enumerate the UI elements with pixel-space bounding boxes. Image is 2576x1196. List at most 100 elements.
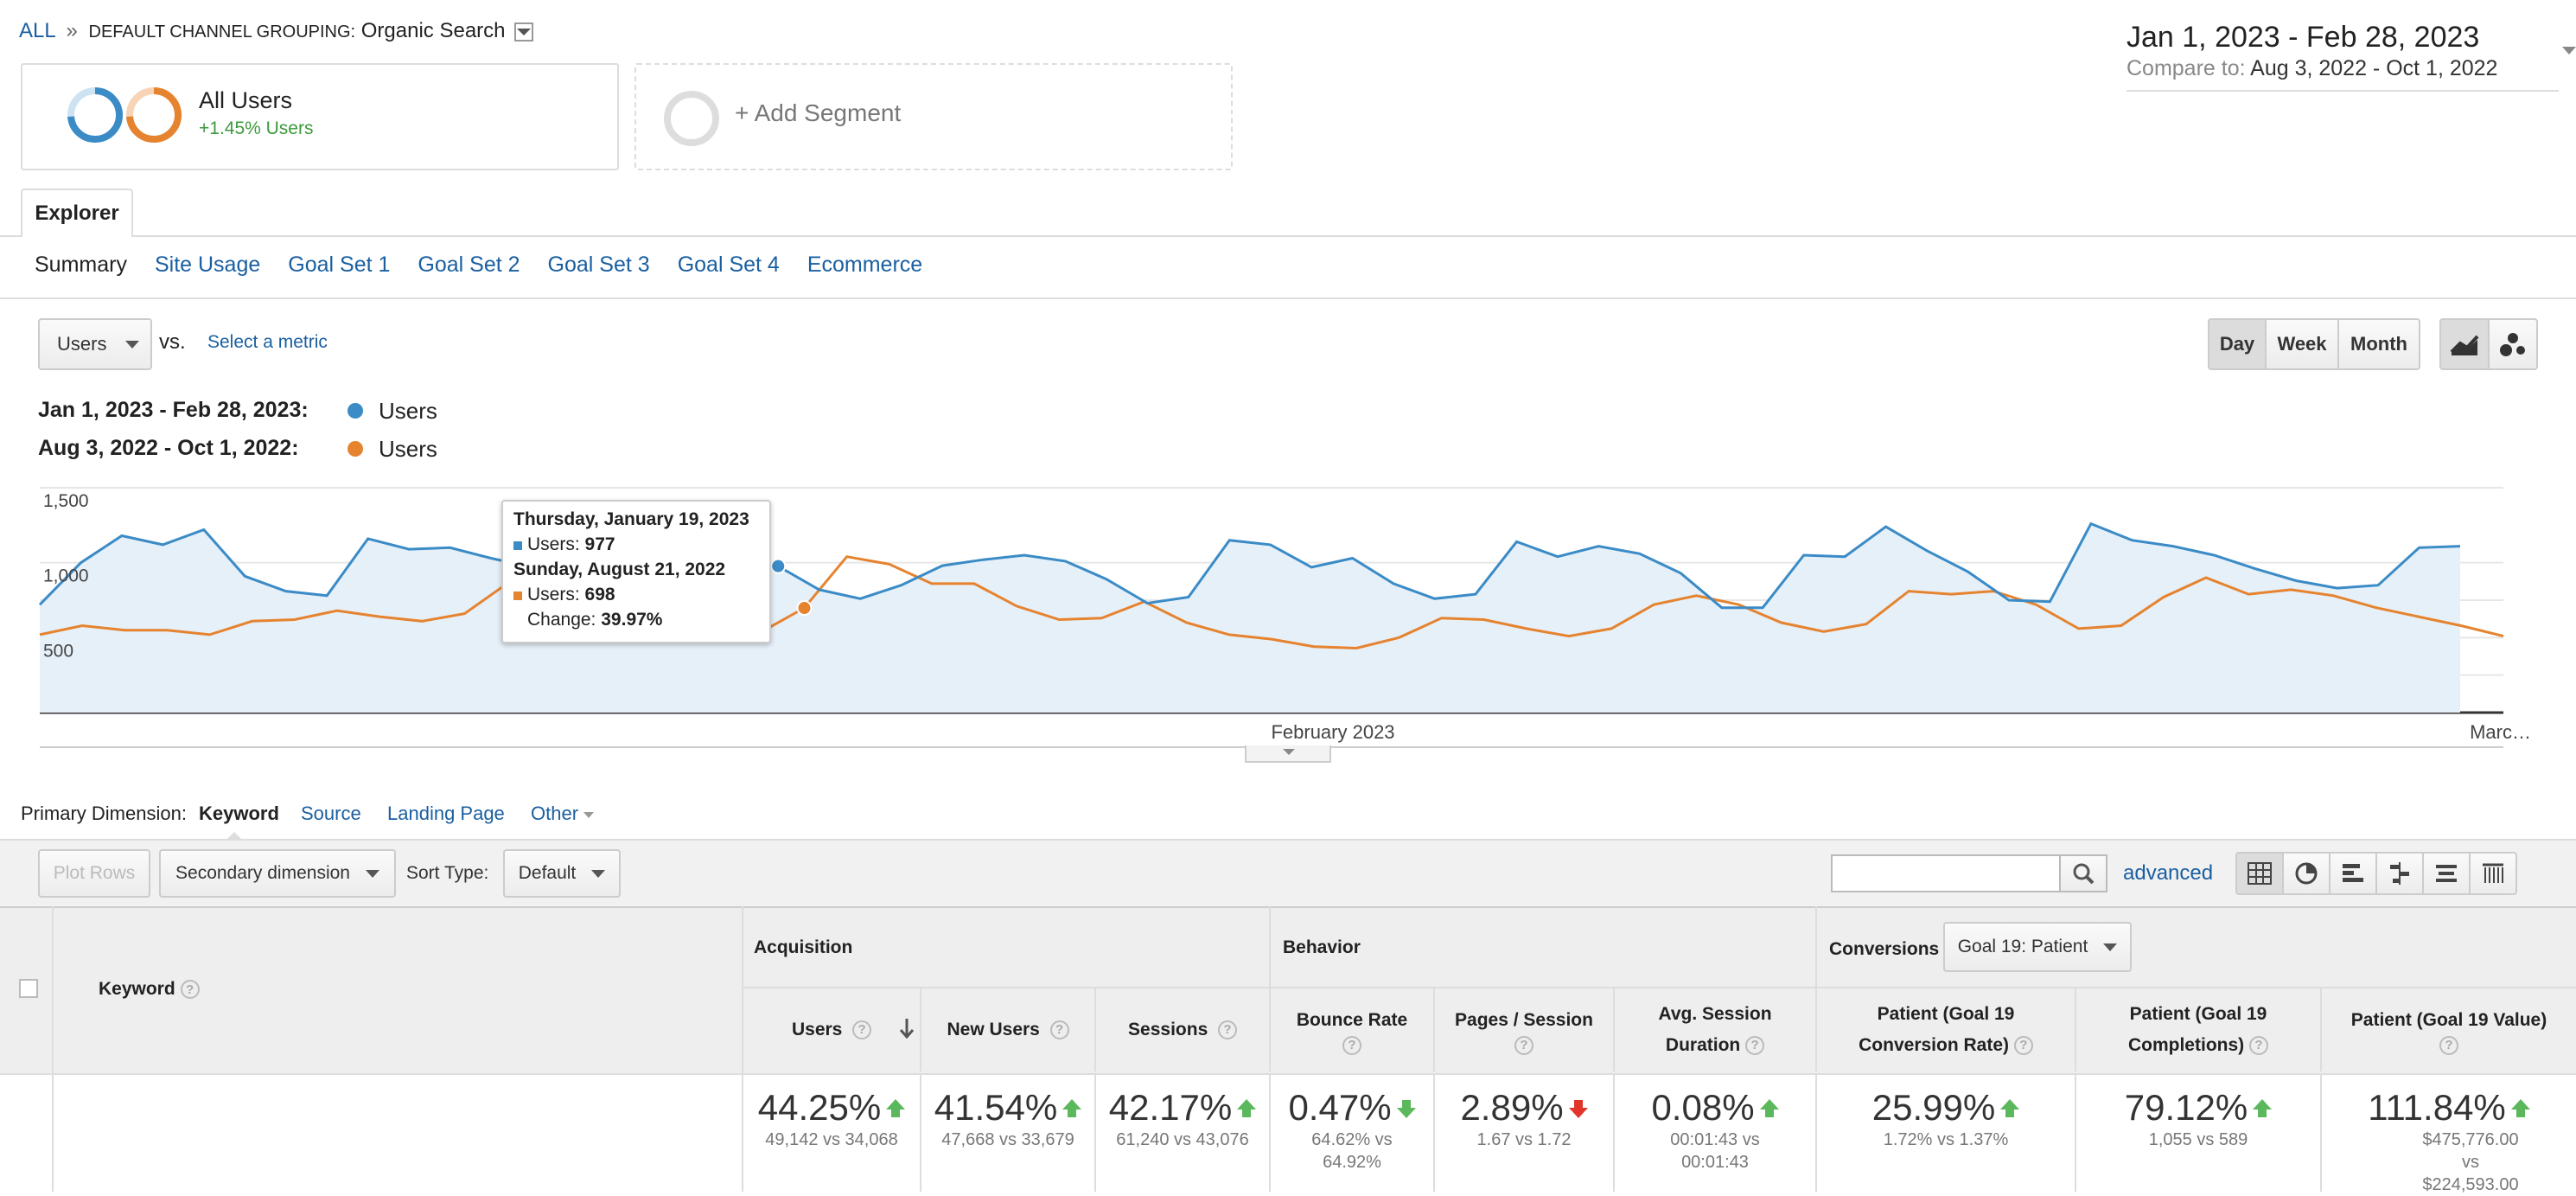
dimension-keyword[interactable]: Keyword (199, 803, 279, 824)
select-all-checkbox[interactable] (19, 979, 38, 998)
tab-explorer[interactable]: Explorer (21, 189, 133, 237)
plot-rows-button[interactable]: Plot Rows (38, 849, 150, 898)
date-range-main: Jan 1, 2023 - Feb 28, 2023 (2126, 21, 2480, 54)
column-header-sessions[interactable]: Sessions ? (1096, 988, 1271, 1071)
goal-completions-help-icon[interactable]: ? (2249, 1036, 2268, 1056)
subtab-goal-set-4[interactable]: Goal Set 4 (677, 253, 780, 277)
view-comparison-button[interactable] (2375, 852, 2424, 895)
column-header-users[interactable]: Users ? (743, 988, 921, 1071)
trend-up-icon (2510, 1099, 2530, 1117)
keyword-help-icon[interactable]: ? (180, 980, 200, 1000)
behavior-group-header: Behavior (1271, 906, 1817, 988)
granularity-day-button[interactable]: Day (2208, 318, 2267, 370)
column-label-goal-conversion-rate: Patient (Goal 19 Conversion Rate) (1859, 1004, 2015, 1055)
tooltip-users-value-previous: 698 (584, 585, 615, 604)
keyword-column-header[interactable]: Keyword ? (99, 979, 200, 1000)
column-header-goal-completions[interactable]: Patient (Goal 19 Completions) ? (2076, 988, 2322, 1071)
breadcrumb-all-link[interactable]: ALL (19, 19, 55, 42)
goal-value-help-icon[interactable]: ? (2439, 1036, 2458, 1055)
goal-select-value: Goal 19: Patient (1957, 937, 2088, 956)
sort-descending-icon[interactable] (899, 1018, 915, 1039)
goal-conversion-rate-help-icon[interactable]: ? (2013, 1036, 2033, 1056)
pages-session-help-icon[interactable]: ? (1514, 1036, 1533, 1055)
x-tick-label: February 2023 (1271, 721, 1394, 743)
compare-avg-session-duration: 00:01:43 vs 00:01:43 (1670, 1130, 1760, 1172)
granularity-month-button[interactable]: Month (2337, 318, 2420, 370)
behavior-label: Behavior (1283, 937, 1361, 957)
dimension-landing-page[interactable]: Landing Page (387, 803, 505, 824)
view-percentage-button[interactable] (2282, 852, 2331, 895)
users-help-icon[interactable]: ? (852, 1020, 872, 1039)
subtab-goal-set-2[interactable]: Goal Set 2 (418, 253, 520, 277)
column-divider (742, 906, 743, 1192)
data-point-current[interactable] (770, 558, 787, 574)
data-point-previous[interactable] (796, 600, 813, 617)
compare-bounce-rate: 64.62% vs 64.92% (1311, 1130, 1393, 1172)
subtab-site-usage[interactable]: Site Usage (154, 253, 261, 277)
secondary-dimension-select[interactable]: Secondary dimension (159, 849, 396, 898)
column-header-goal-conversion-rate[interactable]: Patient (Goal 19 Conversion Rate) ? (1817, 988, 2076, 1071)
trend-up-icon (1759, 1099, 1779, 1117)
legend-metric-current: Users (379, 398, 437, 424)
column-header-avg-session-duration[interactable]: Avg. Session Duration ? (1615, 988, 1817, 1071)
avg-session-duration-help-icon[interactable]: ? (1745, 1036, 1765, 1056)
compare-value: Aug 3, 2022 - Oct 1, 2022 (2250, 56, 2498, 80)
motion-chart-view-button[interactable] (2488, 318, 2538, 370)
series-line-previous (39, 555, 2504, 650)
subtab-ecommerce[interactable]: Ecommerce (807, 253, 923, 277)
goal-select[interactable]: Goal 19: Patient (1943, 922, 2132, 972)
subtab-goal-set-3[interactable]: Goal Set 3 (547, 253, 650, 277)
column-header-pages-session[interactable]: Pages / Session ? (1435, 988, 1615, 1071)
table-search-input[interactable] (1831, 854, 2061, 892)
column-header-bounce-rate[interactable]: Bounce Rate ? (1271, 988, 1435, 1071)
users-line-chart[interactable]: 1,500 1,000 500 February 2023 Marc… (0, 467, 2576, 770)
total-cell-sessions: 42.17% 61,240 vs 43,076 (1096, 1075, 1271, 1192)
column-label-pages-session: Pages / Session (1455, 1010, 1593, 1030)
grouping-dropdown-icon[interactable] (514, 22, 534, 42)
table-search-button[interactable] (2059, 854, 2107, 892)
bounce-rate-help-icon[interactable]: ? (1342, 1036, 1361, 1055)
tooltip-users-label-previous: Users: (527, 585, 580, 604)
dimension-source[interactable]: Source (301, 803, 361, 824)
pie-chart-icon (2295, 862, 2318, 885)
sessions-help-icon[interactable]: ? (1217, 1020, 1237, 1039)
subtab-summary[interactable]: Summary (35, 253, 127, 277)
total-cell-pages-session: 2.89% 1.67 vs 1.72 (1435, 1075, 1615, 1192)
tooltip-users-label-current: Users: (527, 534, 580, 554)
total-goal-completions: 79.12% (2124, 1087, 2248, 1128)
dimension-other[interactable]: Other (531, 803, 595, 825)
total-new-users: 41.54% (934, 1087, 1058, 1128)
compare-new-users: 47,668 vs 33,679 (941, 1130, 1074, 1149)
advanced-search-link[interactable]: advanced (2123, 861, 2214, 885)
tooltip-date-previous: Sunday, August 21, 2022 (513, 560, 726, 579)
tooltip-users-value-current: 977 (584, 534, 615, 554)
segment-placeholder-icon (664, 91, 719, 146)
metric-select[interactable]: Users (38, 318, 152, 370)
column-label-users: Users (791, 1020, 843, 1039)
column-header-new-users[interactable]: New Users ? (921, 988, 1096, 1071)
compare-sessions: 61,240 vs 43,076 (1116, 1130, 1249, 1149)
date-range-picker[interactable]: Jan 1, 2023 - Feb 28, 2023 Compare to: A… (2126, 21, 2576, 92)
legend-range-previous: Aug 3, 2022 - Oct 1, 2022: (38, 436, 299, 460)
new-users-help-icon[interactable]: ? (1049, 1020, 1069, 1039)
keyword-header-label: Keyword (99, 979, 175, 999)
subtab-goal-set-1[interactable]: Goal Set 1 (288, 253, 391, 277)
segment-all-users[interactable]: All Users +1.45% Users (21, 63, 619, 170)
breadcrumb: ALL » DEFAULT CHANNEL GROUPING: Organic … (19, 19, 534, 43)
subtab-bar: Summary Site Usage Goal Set 1 Goal Set 2… (35, 253, 922, 278)
view-pivot-button[interactable] (2469, 852, 2517, 895)
view-performance-button[interactable] (2329, 852, 2377, 895)
table-toolbar (0, 839, 2576, 908)
view-data-button[interactable] (2235, 852, 2284, 895)
tooltip-date-current: Thursday, January 19, 2023 (513, 509, 749, 529)
select-metric-link[interactable]: Select a metric (207, 332, 328, 352)
add-segment-button[interactable]: + Add Segment (634, 63, 1233, 170)
add-segment-label: + Add Segment (735, 99, 902, 126)
total-goal-value: 111.84% (2368, 1087, 2506, 1128)
view-term-cloud-button[interactable] (2422, 852, 2471, 895)
column-header-goal-value[interactable]: Patient (Goal 19 Value) ? (2322, 988, 2576, 1071)
sort-type-select[interactable]: Default (503, 849, 621, 898)
chart-resize-handle[interactable] (1245, 745, 1331, 763)
line-chart-view-button[interactable] (2439, 318, 2490, 370)
granularity-week-button[interactable]: Week (2265, 318, 2339, 370)
